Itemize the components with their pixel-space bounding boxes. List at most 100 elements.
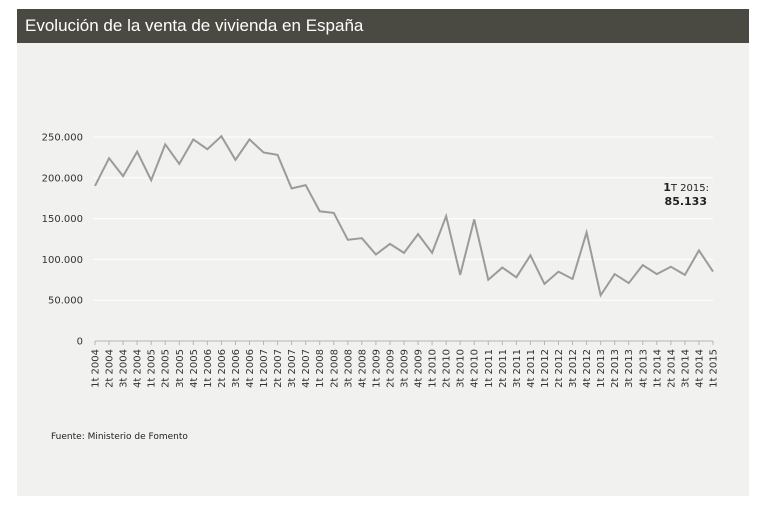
data-point xyxy=(487,279,489,281)
source-note: Fuente: Ministerio de Fomento xyxy=(51,432,188,442)
y-tick-label: 50.000 xyxy=(48,296,83,307)
data-point xyxy=(136,151,138,153)
data-point xyxy=(403,252,405,254)
data-point xyxy=(628,282,630,284)
grid-layer xyxy=(93,136,713,301)
y-tick-label: 150.000 xyxy=(42,214,83,225)
x-tick-label: 1t 2013 xyxy=(596,349,607,388)
data-point xyxy=(417,233,419,235)
data-point xyxy=(164,143,166,145)
x-tick-label: 2t 2010 xyxy=(442,349,453,388)
x-tick-label: 2t 2009 xyxy=(385,349,396,388)
x-tick-label: 1t 2006 xyxy=(203,349,214,388)
x-tick-label: 4t 2013 xyxy=(638,349,649,388)
x-tick-label: 4t 2005 xyxy=(189,349,200,388)
data-point xyxy=(684,274,686,276)
data-point xyxy=(291,187,293,189)
data-point xyxy=(122,175,124,177)
data-point xyxy=(614,273,616,275)
x-tick-label: 1t 2014 xyxy=(652,349,663,388)
data-point xyxy=(361,237,363,239)
data-point xyxy=(220,135,222,137)
x-tick-label: 3t 2011 xyxy=(512,349,523,388)
x-tick-label: 2t 2011 xyxy=(498,349,509,388)
x-tick-label: 2t 2008 xyxy=(329,349,340,388)
x-tick-label: 3t 2008 xyxy=(343,349,354,388)
data-point xyxy=(347,239,349,241)
x-tick-label: 1t 2011 xyxy=(484,349,495,388)
data-point xyxy=(515,276,517,278)
data-point xyxy=(305,184,307,186)
y-tick-label: 250.000 xyxy=(42,133,83,144)
x-tick-label: 4t 2006 xyxy=(245,349,256,388)
chart-panel: Evolución de la venta de vivienda en Esp… xyxy=(17,9,749,496)
data-point xyxy=(656,273,658,275)
chart-title: Evolución de la venta de vivienda en Esp… xyxy=(25,16,364,35)
x-tick-label: 3t 2013 xyxy=(624,349,635,388)
data-point xyxy=(375,254,377,256)
data-point xyxy=(600,294,602,296)
data-point xyxy=(206,148,208,150)
data-point xyxy=(445,215,447,217)
data-point xyxy=(431,252,433,254)
x-tick-label: 1t 2005 xyxy=(147,349,158,388)
axis-layer: 0 50.000 100.000 150.000 200.000 250.000 1t 20… xyxy=(42,133,720,388)
data-point xyxy=(501,267,503,269)
series-line xyxy=(94,134,714,298)
x-tick-label: 3t 2012 xyxy=(568,349,579,388)
x-tick-label: 2t 2012 xyxy=(554,349,565,388)
data-point xyxy=(670,266,672,268)
series-layer xyxy=(94,134,714,298)
data-point xyxy=(108,157,110,159)
data-point xyxy=(192,138,194,140)
x-tick-label: 1t 2015 xyxy=(709,349,720,388)
data-point xyxy=(473,218,475,220)
x-tick-label: 4t 2004 xyxy=(133,349,144,388)
x-tick-label: 4t 2012 xyxy=(582,349,593,388)
data-point xyxy=(263,152,265,154)
data-point xyxy=(150,179,152,181)
x-tick-label: 2t 2014 xyxy=(666,349,677,388)
data-point xyxy=(249,138,251,140)
data-point xyxy=(712,271,714,273)
x-tick-label: 4t 2009 xyxy=(414,349,425,388)
data-point xyxy=(642,264,644,266)
data-point xyxy=(178,163,180,165)
data-point xyxy=(234,159,236,161)
x-tick-label: 3t 2005 xyxy=(175,349,186,388)
x-tick-label: 2t 2006 xyxy=(217,349,228,388)
x-tick-label: 1t 2010 xyxy=(428,349,439,388)
x-tick-label: 3t 2009 xyxy=(400,349,411,388)
x-tick-label: 1t 2012 xyxy=(540,349,551,388)
data-point xyxy=(529,254,531,256)
data-point xyxy=(543,283,545,285)
x-tick-label: 2t 2004 xyxy=(105,349,116,388)
x-tick-label: 3t 2006 xyxy=(231,349,242,388)
x-tick-label: 1t 2009 xyxy=(371,349,382,388)
annotation-value: 85.133 xyxy=(665,195,707,208)
x-tick-label: 4t 2010 xyxy=(470,349,481,388)
data-point xyxy=(572,278,574,280)
x-tick-label: 4t 2011 xyxy=(526,349,537,388)
data-point xyxy=(459,274,461,276)
data-point xyxy=(698,249,700,251)
x-tick-label: 3t 2007 xyxy=(287,349,298,388)
line-chart: 0 50.000 100.000 150.000 200.000 250.000 1t 20… xyxy=(42,133,720,388)
x-tick-label: 2t 2005 xyxy=(161,349,172,388)
x-tick-label: 3t 2014 xyxy=(680,349,691,388)
data-point xyxy=(277,154,279,156)
data-point xyxy=(558,271,560,273)
data-point xyxy=(94,185,96,187)
annotation-label: 1T 2015: xyxy=(663,181,709,194)
x-tick-label: 4t 2007 xyxy=(301,349,312,388)
x-tick-label: 4t 2008 xyxy=(357,349,368,388)
y-tick-label: 100.000 xyxy=(42,255,83,266)
data-point xyxy=(586,231,588,233)
data-point xyxy=(333,212,335,214)
x-tick-label: 2t 2007 xyxy=(273,349,284,388)
x-tick-label: 2t 2013 xyxy=(610,349,621,388)
x-tick-label: 4t 2014 xyxy=(694,349,705,388)
y-tick-label: 0 xyxy=(77,337,83,348)
y-tick-label: 200.000 xyxy=(42,173,83,184)
title-bar: Evolución de la venta de vivienda en Esp… xyxy=(17,9,749,43)
